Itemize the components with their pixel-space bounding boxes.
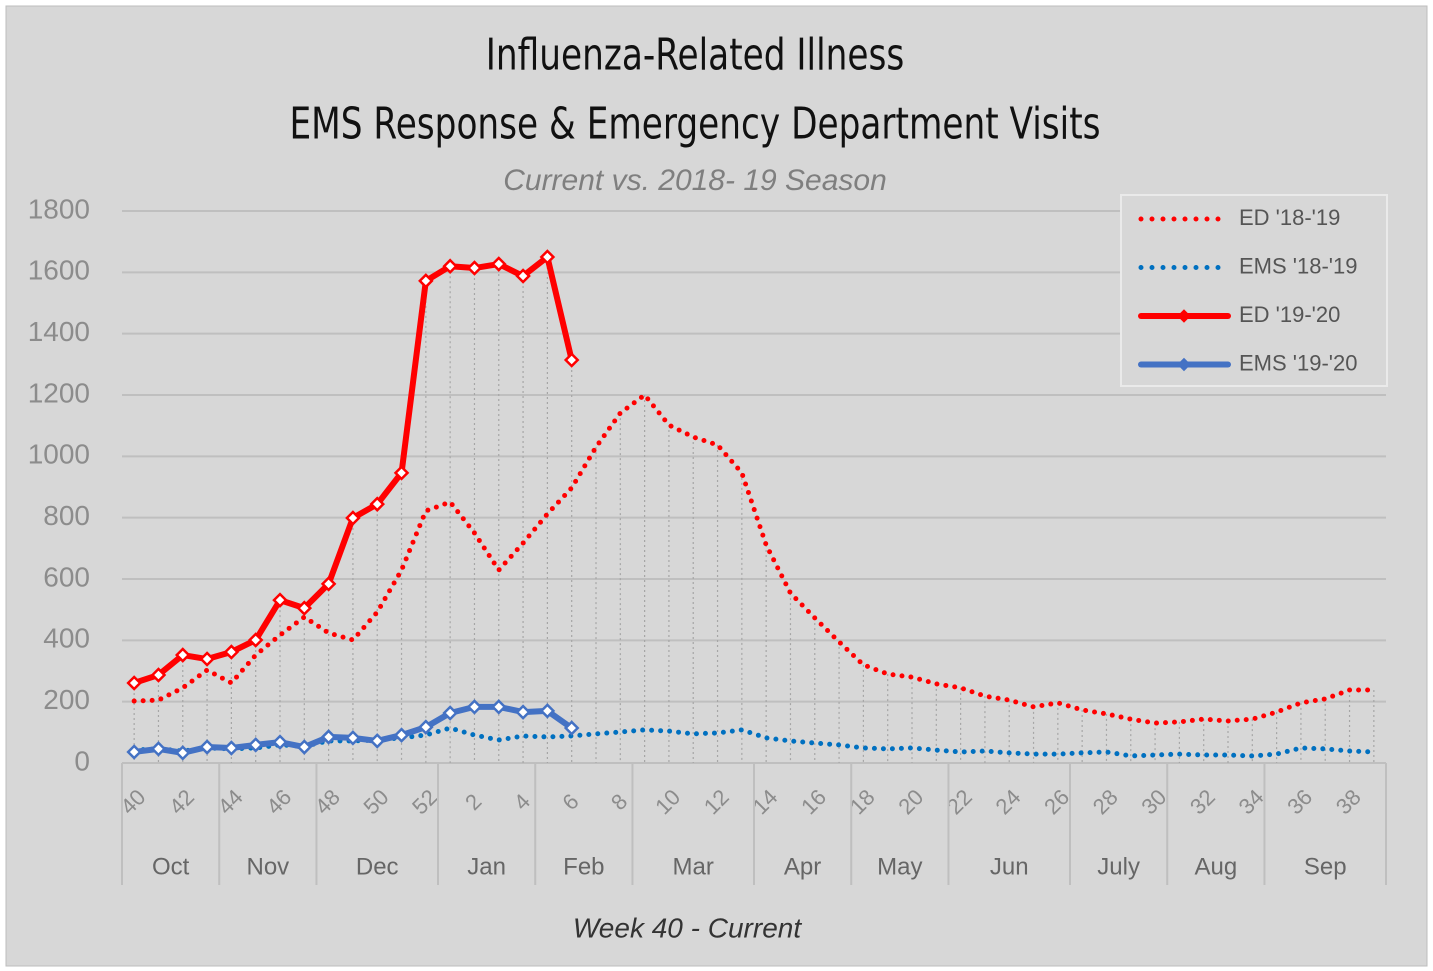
legend-label: EMS '18-'19 (1239, 253, 1357, 278)
data-point (126, 675, 142, 691)
x-group-label: Dec (356, 853, 399, 880)
data-point (345, 510, 361, 526)
data-point (466, 699, 483, 715)
data-point (175, 745, 191, 761)
x-group-label: Jan (467, 853, 506, 880)
x-group-label: Nov (247, 853, 290, 880)
data-point (466, 260, 483, 276)
data-point (199, 651, 215, 667)
data-point (296, 600, 313, 616)
data-point (320, 576, 337, 592)
data-point (150, 667, 167, 683)
data-point (199, 739, 215, 755)
data-point (247, 737, 264, 753)
y-tick-label: 600 (43, 561, 90, 592)
data-point (418, 273, 434, 289)
data-point (539, 703, 556, 719)
x-group-label: Sep (1304, 853, 1347, 880)
x-group-label: Feb (563, 853, 604, 880)
y-tick-label: 1400 (28, 316, 90, 347)
data-point (491, 256, 507, 272)
y-tick-label: 1000 (28, 439, 90, 470)
x-group-label: July (1097, 853, 1140, 880)
data-point (369, 733, 385, 749)
legend-label: ED '18-'19 (1239, 205, 1340, 230)
y-tick-label: 1600 (28, 255, 90, 286)
data-point (223, 644, 240, 660)
chart-subtitle: Current vs. 2018- 19 Season (503, 164, 887, 197)
legend: ED '18-'19 EMS '18-'19 ED '19-'20 EMS '19-'… (1120, 194, 1388, 387)
data-point (418, 719, 434, 735)
x-axis-label: Week 40 - Current (573, 912, 802, 943)
data-point (296, 739, 313, 755)
x-group-label: Apr (784, 853, 821, 880)
y-tick-label: 1200 (28, 377, 90, 408)
data-point (563, 352, 580, 368)
x-group-label: Mar (673, 853, 714, 880)
legend-marker (1177, 357, 1191, 372)
series-line (131, 725, 1377, 759)
data-point (126, 744, 142, 760)
y-tick-label: 0 (74, 745, 90, 776)
legend-box (1120, 194, 1388, 387)
x-group-label: May (877, 853, 922, 880)
data-point (272, 592, 288, 608)
data-point (442, 258, 458, 274)
chart-background (5, 5, 1428, 967)
legend-label: ED '19-'20 (1239, 302, 1340, 327)
data-point (223, 740, 240, 756)
data-point (369, 496, 385, 512)
data-point (175, 647, 191, 663)
data-point (345, 730, 361, 746)
data-point (539, 249, 556, 265)
data-point (272, 734, 288, 750)
grid (122, 210, 1386, 764)
x-group-label: Jun (990, 853, 1029, 880)
legend-marker (1177, 309, 1191, 323)
data-point (515, 268, 531, 284)
x-group-label: Oct (152, 853, 190, 880)
legend-label: EMS '19-'20 (1239, 350, 1357, 375)
data-point (320, 729, 337, 745)
y-tick-label: 800 (43, 500, 90, 531)
data-point (150, 741, 167, 757)
data-point (491, 699, 507, 715)
chart-title: Influenza-Related Illness (486, 30, 904, 81)
series (126, 249, 1377, 761)
x-group-label: Aug (1194, 853, 1237, 880)
series-line (131, 392, 1377, 726)
y-tick-label: 200 (43, 684, 90, 715)
data-point (393, 727, 410, 743)
data-point (515, 704, 531, 720)
y-tick-label: 1800 (28, 193, 90, 224)
data-point (393, 465, 410, 481)
data-point (442, 705, 458, 721)
y-tick-label: 400 (43, 623, 90, 654)
data-point (563, 720, 580, 736)
chart-title: EMS Response & Emergency Department Visi… (289, 99, 1100, 150)
data-point (247, 632, 264, 648)
